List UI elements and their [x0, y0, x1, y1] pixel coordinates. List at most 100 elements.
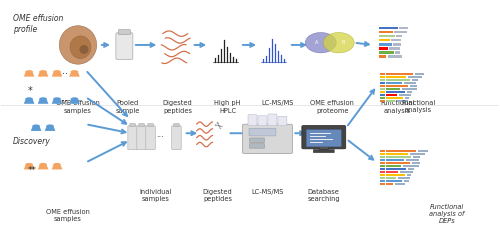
- Circle shape: [70, 98, 78, 101]
- Text: ...: ...: [58, 65, 68, 76]
- Bar: [386, 151, 416, 153]
- Bar: [380, 171, 384, 173]
- Text: OME effusion
proteome: OME effusion proteome: [310, 100, 354, 113]
- Polygon shape: [31, 127, 42, 131]
- Bar: [380, 74, 384, 76]
- Bar: [406, 92, 412, 94]
- Bar: [378, 52, 394, 55]
- Bar: [398, 95, 411, 97]
- Bar: [386, 92, 404, 94]
- Circle shape: [53, 163, 61, 167]
- Bar: [386, 177, 396, 179]
- Bar: [380, 95, 384, 97]
- FancyBboxPatch shape: [306, 130, 341, 147]
- FancyBboxPatch shape: [314, 150, 334, 153]
- Bar: [380, 165, 384, 167]
- Bar: [412, 80, 418, 82]
- Bar: [389, 48, 400, 50]
- Bar: [378, 32, 392, 34]
- FancyBboxPatch shape: [137, 126, 146, 150]
- FancyBboxPatch shape: [116, 34, 133, 60]
- Bar: [406, 159, 418, 161]
- Ellipse shape: [80, 46, 88, 55]
- Bar: [412, 156, 420, 158]
- Bar: [380, 86, 384, 88]
- Bar: [386, 100, 394, 102]
- Bar: [410, 154, 424, 156]
- Bar: [398, 177, 409, 179]
- FancyBboxPatch shape: [302, 126, 346, 149]
- Bar: [378, 36, 394, 38]
- Bar: [386, 89, 400, 91]
- Bar: [378, 56, 386, 58]
- Bar: [386, 98, 403, 100]
- Bar: [406, 174, 411, 176]
- Bar: [378, 48, 388, 50]
- Bar: [408, 77, 422, 79]
- Circle shape: [25, 163, 33, 167]
- Bar: [395, 52, 400, 55]
- Polygon shape: [69, 73, 80, 77]
- Bar: [380, 151, 384, 153]
- Polygon shape: [45, 127, 56, 131]
- Bar: [386, 174, 404, 176]
- Ellipse shape: [324, 33, 354, 54]
- Bar: [380, 92, 384, 94]
- Bar: [380, 100, 384, 102]
- Text: Digested
peptides: Digested peptides: [163, 100, 192, 113]
- FancyBboxPatch shape: [139, 124, 144, 127]
- Ellipse shape: [60, 27, 96, 65]
- Bar: [386, 159, 404, 161]
- Bar: [380, 80, 384, 82]
- Bar: [386, 95, 396, 97]
- Text: Functional
analysis of
DEPs: Functional analysis of DEPs: [430, 204, 464, 224]
- Bar: [400, 171, 413, 173]
- Text: Functional
analysis: Functional analysis: [380, 100, 414, 113]
- Circle shape: [25, 98, 33, 101]
- Bar: [388, 56, 402, 58]
- Bar: [386, 80, 409, 82]
- Circle shape: [25, 71, 33, 74]
- Text: OME effusion
profile: OME effusion profile: [13, 14, 64, 34]
- Text: Individual
samples: Individual samples: [139, 188, 172, 201]
- FancyBboxPatch shape: [258, 116, 267, 126]
- FancyBboxPatch shape: [249, 129, 276, 136]
- Bar: [380, 98, 384, 100]
- Ellipse shape: [70, 37, 91, 59]
- Bar: [402, 89, 416, 91]
- Circle shape: [70, 71, 78, 74]
- Circle shape: [39, 71, 47, 74]
- FancyBboxPatch shape: [268, 114, 277, 126]
- Bar: [380, 168, 384, 170]
- FancyBboxPatch shape: [174, 124, 179, 127]
- Bar: [386, 183, 393, 185]
- Circle shape: [46, 125, 54, 128]
- Text: LC-MS/MS: LC-MS/MS: [252, 188, 284, 194]
- FancyBboxPatch shape: [128, 126, 138, 150]
- Bar: [391, 40, 401, 42]
- Bar: [415, 74, 424, 76]
- Text: *: *: [28, 86, 33, 96]
- FancyBboxPatch shape: [250, 144, 264, 149]
- Text: ✂: ✂: [211, 118, 224, 131]
- Polygon shape: [52, 166, 62, 170]
- FancyBboxPatch shape: [250, 138, 264, 143]
- Bar: [396, 36, 402, 38]
- Bar: [378, 40, 390, 42]
- Bar: [418, 151, 428, 153]
- Bar: [386, 83, 402, 85]
- FancyBboxPatch shape: [148, 124, 154, 127]
- Bar: [380, 159, 384, 161]
- Text: Pooled
sample: Pooled sample: [116, 100, 140, 113]
- FancyBboxPatch shape: [118, 30, 130, 35]
- Bar: [380, 162, 384, 164]
- Circle shape: [32, 125, 40, 128]
- Text: Database
searching: Database searching: [308, 188, 340, 201]
- Bar: [393, 44, 400, 46]
- Bar: [410, 86, 417, 88]
- Text: OME effusion
samples: OME effusion samples: [56, 100, 100, 113]
- Circle shape: [53, 71, 61, 74]
- Bar: [386, 162, 409, 164]
- Text: B: B: [341, 40, 344, 45]
- Polygon shape: [38, 73, 48, 77]
